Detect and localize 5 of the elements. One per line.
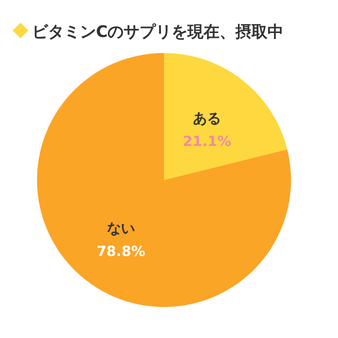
- data-label: 21.1%: [182, 134, 232, 150]
- chart-title: ビタミンCのサプリを現在、摂取中: [32, 22, 284, 41]
- data-label: 78.8%: [96, 244, 146, 260]
- slice-label: ない: [106, 221, 135, 238]
- slice-label: ある: [193, 110, 222, 127]
